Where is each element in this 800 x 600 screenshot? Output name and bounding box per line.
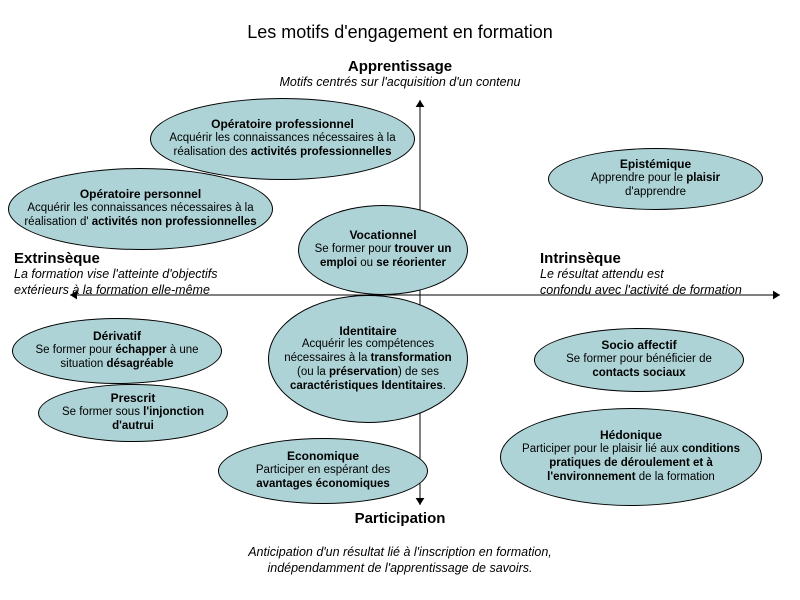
main-title: Les motifs d'engagement en formation	[0, 22, 800, 43]
ellipse-title: Socio affectif	[601, 339, 676, 353]
axis-right-sub: Le résultat attendu estconfondu avec l'a…	[540, 267, 790, 298]
ellipse-epistemique: EpistémiqueApprendre pour le plaisir d'a…	[548, 148, 763, 210]
ellipse-socio-affectif: Socio affectifSe former pour bénéficier …	[534, 328, 744, 392]
axis-top-head: Apprentissage	[0, 58, 800, 75]
diagram-canvas: Les motifs d'engagement en formation App…	[0, 0, 800, 600]
axis-right-label: Intrinsèque Le résultat attendu estconfo…	[540, 250, 790, 298]
ellipse-title: Prescrit	[111, 392, 156, 406]
ellipse-title: Identitaire	[339, 325, 396, 339]
ellipse-operatoire-personnel: Opératoire personnelAcquérir les connais…	[8, 168, 273, 250]
ellipse-title: Vocationnel	[349, 229, 416, 243]
ellipse-body: Apprendre pour le plaisir d'apprendre	[559, 172, 752, 200]
ellipse-economique: EconomiqueParticiper en espérant des ava…	[218, 438, 428, 504]
ellipse-title: Dérivatif	[93, 330, 141, 344]
footnote: Anticipation d'un résultat lié à l'inscr…	[0, 545, 800, 576]
ellipse-title: Opératoire professionnel	[211, 118, 354, 132]
ellipse-body: Participer en espérant des avantages éco…	[229, 464, 417, 492]
ellipse-body: Acquérir les connaissances nécessaires à…	[161, 132, 404, 160]
ellipse-body: Acquérir les compétences nécessaires à l…	[279, 338, 457, 393]
axis-right-head: Intrinsèque	[540, 250, 790, 267]
axis-left-head: Extrinsèque	[14, 250, 274, 267]
axis-bottom-label: Participation	[0, 510, 800, 527]
ellipse-identitaire: IdentitaireAcquérir les compétences néce…	[268, 295, 468, 423]
ellipse-operatoire-professionnel: Opératoire professionnelAcquérir les con…	[150, 98, 415, 180]
ellipse-vocationnel: VocationnelSe former pour trouver un emp…	[298, 205, 468, 295]
axis-top-label: Apprentissage Motifs centrés sur l'acqui…	[0, 58, 800, 91]
ellipse-hedonique: HédoniqueParticiper pour le plaisir lié …	[500, 408, 762, 506]
axis-left-label: Extrinsèque La formation vise l'atteinte…	[14, 250, 274, 298]
ellipse-title: Epistémique	[620, 158, 691, 172]
ellipse-body: Se former pour échapper à une situation …	[23, 344, 211, 372]
ellipse-title: Hédonique	[600, 429, 662, 443]
ellipse-derivatif: DérivatifSe former pour échapper à une s…	[12, 318, 222, 384]
axis-top-sub: Motifs centrés sur l'acquisition d'un co…	[0, 75, 800, 91]
ellipse-body: Acquérir les connaissances nécessaires à…	[19, 202, 262, 230]
axis-bottom-head: Participation	[0, 510, 800, 527]
ellipse-body: Se former pour bénéficier de contacts so…	[545, 353, 733, 381]
ellipse-body: Se former pour trouver un emploi ou se r…	[309, 243, 457, 271]
ellipse-title: Opératoire personnel	[80, 188, 201, 202]
ellipse-body: Se former sous l'injonction d'autrui	[49, 406, 217, 434]
ellipse-body: Participer pour le plaisir lié aux condi…	[511, 443, 751, 484]
ellipse-title: Economique	[287, 450, 359, 464]
axis-left-sub: La formation vise l'atteinte d'objectifs…	[14, 267, 274, 298]
ellipse-prescrit: PrescritSe former sous l'injonction d'au…	[38, 384, 228, 442]
